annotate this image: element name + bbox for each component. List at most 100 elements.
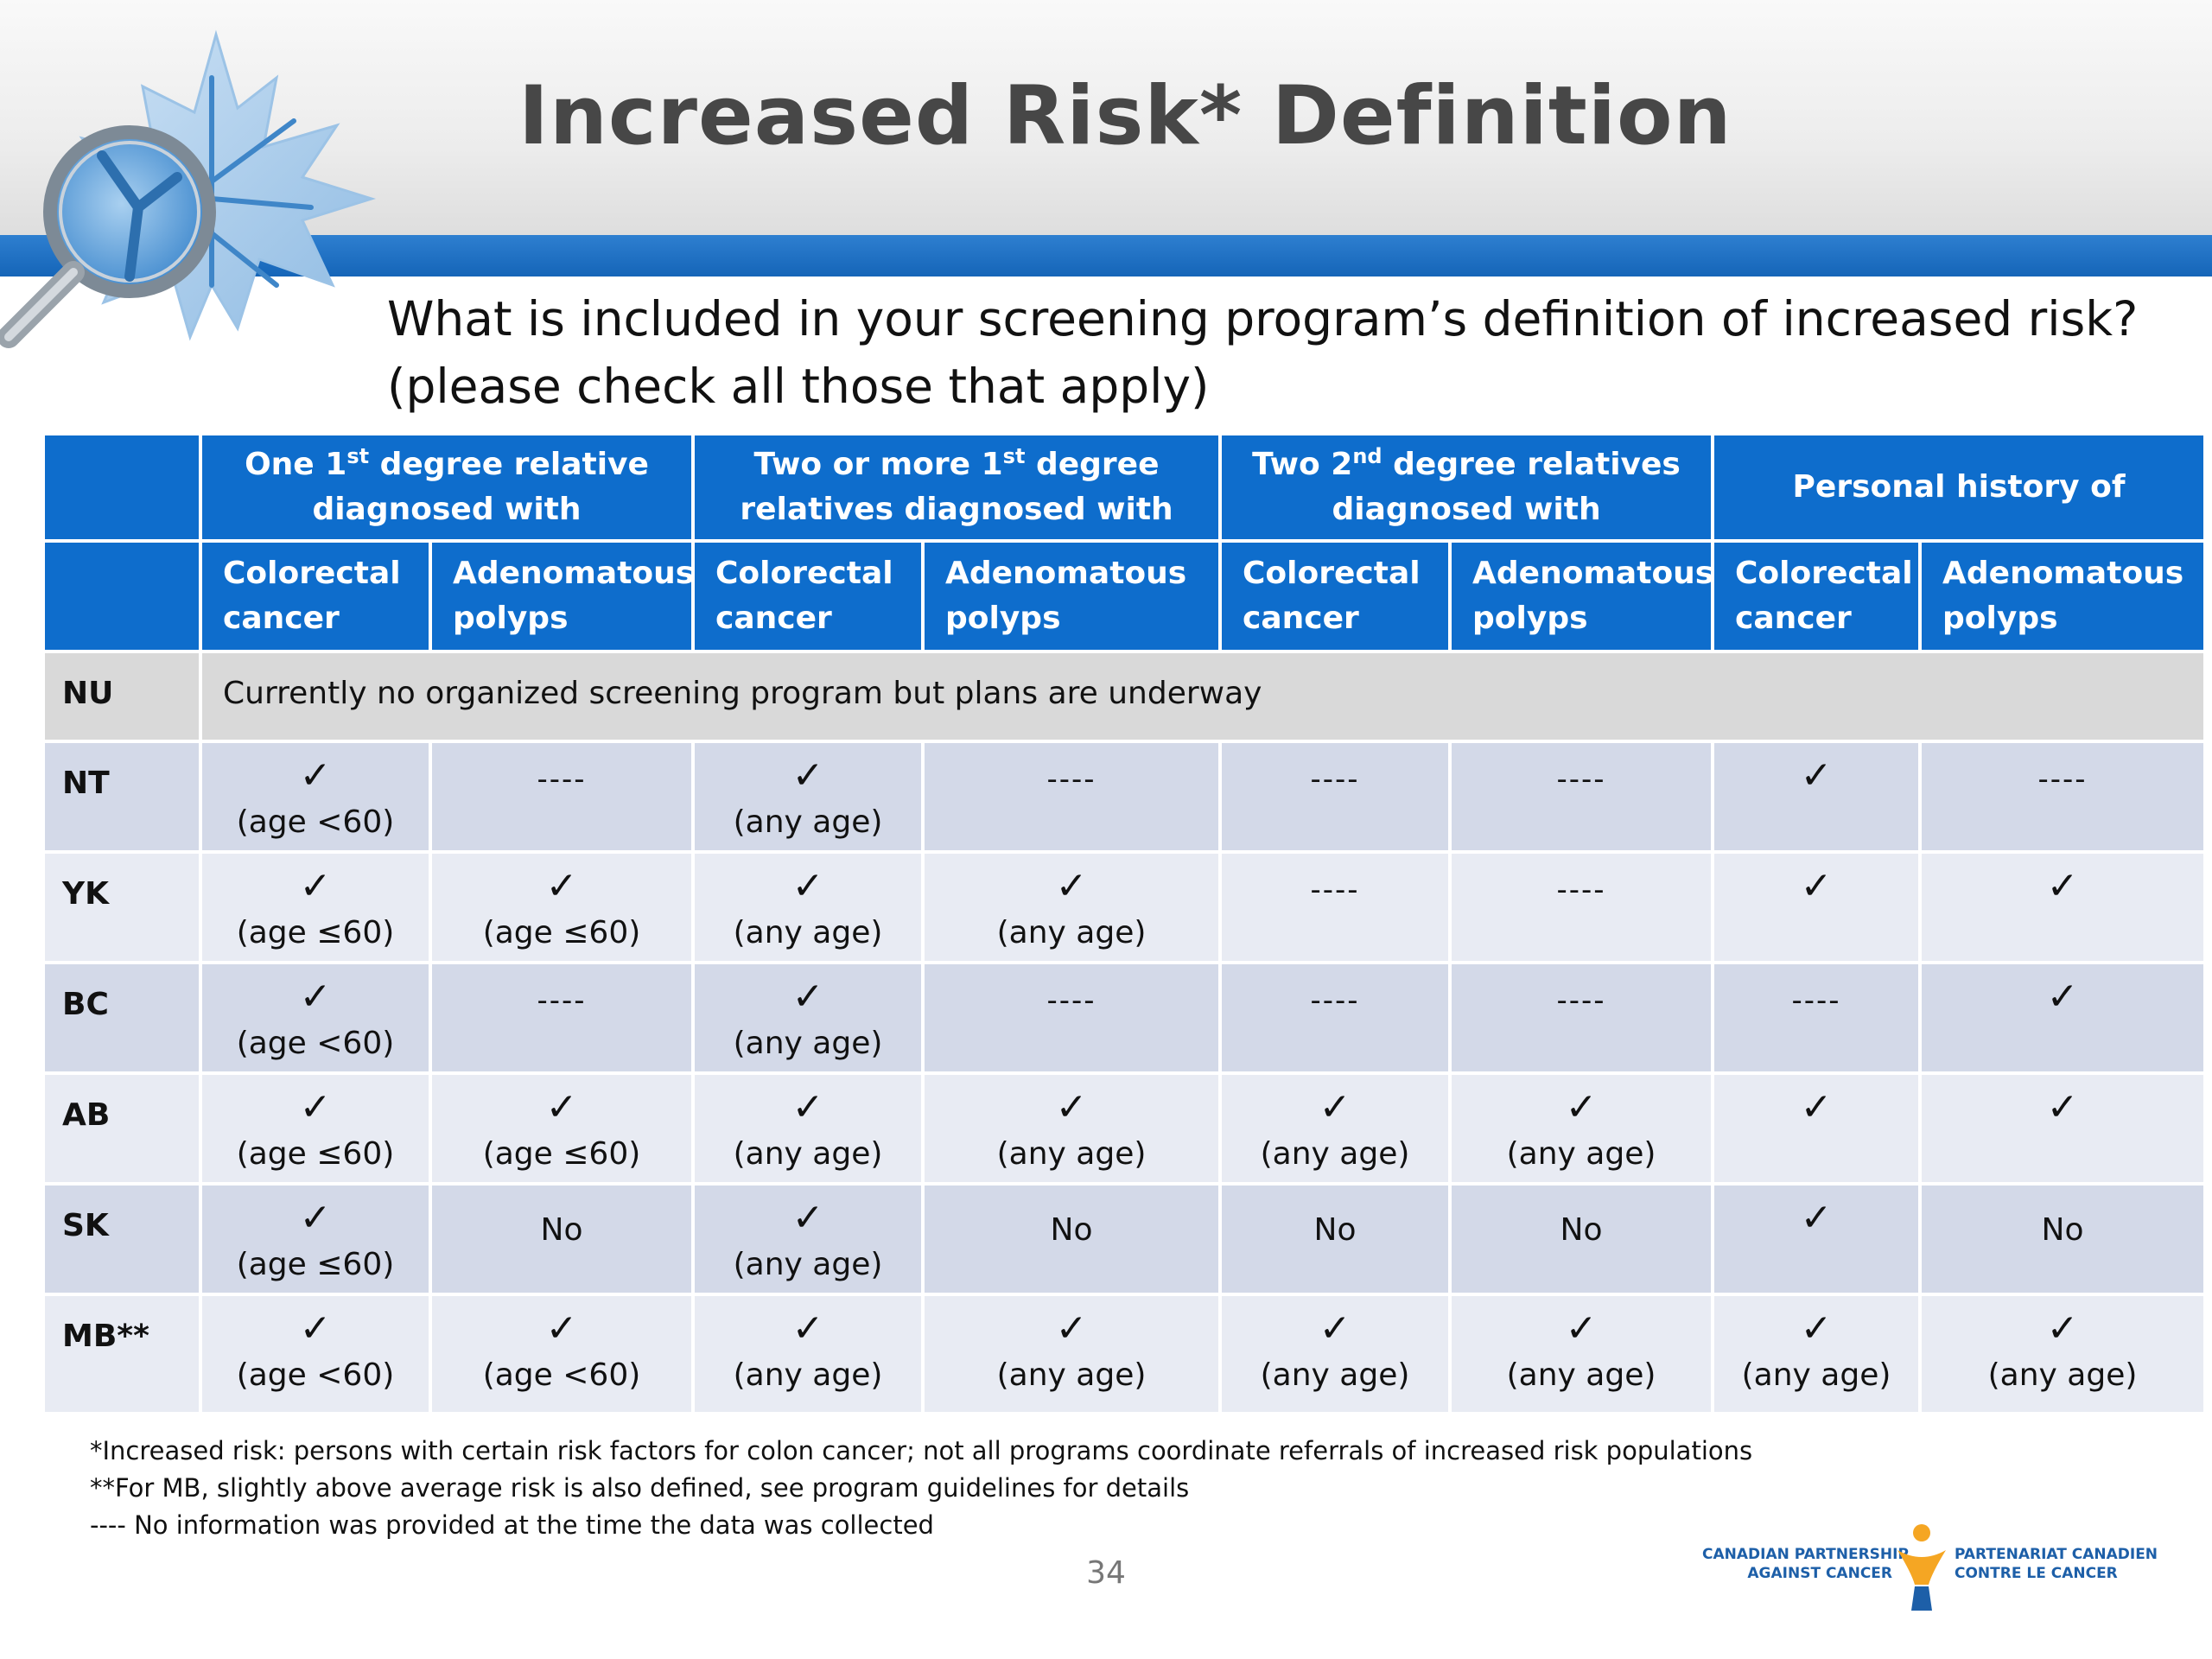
table-cell: ✓ (age <60): [202, 743, 429, 850]
province-label: SK: [45, 1185, 199, 1293]
maple-leaf-magnifier-icon: [0, 29, 377, 348]
age-qualifier: (age <60): [236, 1357, 395, 1393]
province-label: AB: [45, 1075, 199, 1182]
age-qualifier: (any age): [1260, 1357, 1410, 1393]
table-cell: ----: [925, 964, 1219, 1071]
check-mark-icon: ✓: [791, 975, 824, 1019]
table-cell: No: [925, 1185, 1219, 1293]
cell-text: No: [2041, 1212, 2084, 1248]
cell-text: No: [540, 1212, 583, 1248]
partner-logo: CANADIAN PARTNERSHIP AGAINST CANCER PART…: [1694, 1521, 2158, 1616]
check-mark-icon: ✓: [1565, 1085, 1598, 1129]
age-qualifier: (any age): [996, 1136, 1147, 1172]
no-info-dash: ----: [1046, 762, 1096, 797]
province-label: MB**: [45, 1296, 199, 1412]
table-cell: ✓: [1714, 743, 1919, 850]
check-mark-icon: ✓: [1800, 864, 1833, 908]
corner-header: [45, 543, 199, 650]
age-qualifier: (any age): [996, 915, 1147, 950]
age-qualifier: (any age): [996, 1357, 1147, 1393]
table-cell: ✓: [1922, 1075, 2204, 1182]
table-cell: ✓ (age <60): [432, 1296, 691, 1412]
no-info-dash: ----: [2037, 762, 2088, 797]
table-cell: ----: [432, 743, 691, 850]
table-cell: ✓ (age ≤60): [202, 1185, 429, 1293]
age-qualifier: (age <60): [236, 1026, 395, 1061]
age-qualifier: (any age): [1987, 1357, 2138, 1393]
table-row: NT ✓ (age <60) ---- ✓ (any age) ---- ---- ---- ✓ -…: [45, 743, 2204, 850]
no-info-dash: ----: [1556, 762, 1606, 797]
table-cell: ✓ (any age): [695, 854, 921, 961]
check-mark-icon: ✓: [545, 1306, 578, 1351]
table-cell: ✓: [1922, 964, 2204, 1071]
question-text: What is included in your screening progr…: [387, 285, 2158, 420]
check-mark-icon: ✓: [791, 753, 824, 798]
table-cell: ----: [1222, 964, 1449, 1071]
table-cell: ----: [925, 743, 1219, 850]
no-info-dash: ----: [1310, 762, 1360, 797]
check-mark-icon: ✓: [545, 1085, 578, 1129]
sub-header: Adenomatous polyps: [925, 543, 1219, 650]
table-cell: ✓ (any age): [1922, 1296, 2204, 1412]
table-cell: ✓ (any age): [695, 1075, 921, 1182]
check-mark-icon: ✓: [2046, 1306, 2079, 1351]
corner-header: [45, 435, 199, 539]
sub-header: Colorectal cancer: [1714, 543, 1919, 650]
age-qualifier: (age ≤60): [236, 915, 395, 950]
page-number: 34: [1086, 1555, 1126, 1591]
check-mark-icon: ✓: [2046, 1085, 2079, 1129]
age-qualifier: (any age): [1260, 1136, 1410, 1172]
no-info-dash: ----: [1046, 983, 1096, 1018]
age-qualifier: (age <60): [482, 1357, 641, 1393]
table-cell: ✓ (any age): [1452, 1296, 1712, 1412]
footnote: *Increased risk: persons with certain ri…: [90, 1436, 1753, 1465]
no-info-dash: ----: [537, 762, 587, 797]
table-cell: No: [1922, 1185, 2204, 1293]
table-cell: ✓: [1714, 1075, 1919, 1182]
province-label: NU: [45, 653, 199, 740]
check-mark-icon: ✓: [791, 1196, 824, 1240]
footnote: **For MB, slightly above average risk is…: [90, 1473, 1190, 1503]
group-header-row: One 1st degree relative diagnosed with T…: [45, 435, 2204, 539]
check-mark-icon: ✓: [791, 1085, 824, 1129]
age-qualifier: (any age): [733, 1247, 883, 1282]
table-cell: ✓: [1714, 854, 1919, 961]
check-mark-icon: ✓: [2046, 864, 2079, 908]
no-info-dash: ----: [1556, 983, 1606, 1018]
table-cell: ✓: [1922, 854, 2204, 961]
check-mark-icon: ✓: [1055, 1306, 1088, 1351]
province-label: YK: [45, 854, 199, 961]
header-divider: [0, 276, 2212, 287]
table-cell: ----: [1222, 743, 1449, 850]
check-mark-icon: ✓: [1319, 1085, 1351, 1129]
risk-table-container: One 1st degree relative diagnosed with T…: [45, 432, 2204, 1415]
check-mark-icon: ✓: [545, 864, 578, 908]
age-qualifier: (any age): [733, 1026, 883, 1061]
cell-text: No: [1560, 1212, 1603, 1248]
check-mark-icon: ✓: [791, 1306, 824, 1351]
sub-header: Adenomatous polyps: [1922, 543, 2204, 650]
check-mark-icon: ✓: [1565, 1306, 1598, 1351]
table-cell: ✓ (age ≤60): [432, 854, 691, 961]
table-cell: ----: [1714, 964, 1919, 1071]
check-mark-icon: ✓: [299, 1306, 332, 1351]
table-cell: ----: [1452, 743, 1712, 850]
table-row: SK ✓ (age ≤60) No ✓ (any age) No No No ✓ No: [45, 1185, 2204, 1293]
check-mark-icon: ✓: [1800, 1306, 1833, 1351]
table-cell: ----: [1452, 854, 1712, 961]
check-mark-icon: ✓: [1800, 1085, 1833, 1129]
table-row: YK ✓ (age ≤60) ✓ (age ≤60) ✓ (any age) ✓ (any ag…: [45, 854, 2204, 961]
age-qualifier: (age ≤60): [236, 1247, 395, 1282]
nu-note: Currently no organized screening program…: [202, 653, 2204, 740]
table-cell: ✓ (any age): [1714, 1296, 1919, 1412]
person-figure-icon: [1897, 1524, 1946, 1611]
cell-text: No: [1313, 1212, 1357, 1248]
age-qualifier: (any age): [733, 804, 883, 840]
table-cell: No: [432, 1185, 691, 1293]
sub-header: Colorectal cancer: [695, 543, 921, 650]
group-header: One 1st degree relative diagnosed with: [202, 435, 691, 539]
table-cell: ----: [432, 964, 691, 1071]
partner-logo-en: CANADIAN PARTNERSHIP AGAINST CANCER: [1702, 1546, 1909, 1582]
table-cell: No: [1452, 1185, 1712, 1293]
province-label: NT: [45, 743, 199, 850]
